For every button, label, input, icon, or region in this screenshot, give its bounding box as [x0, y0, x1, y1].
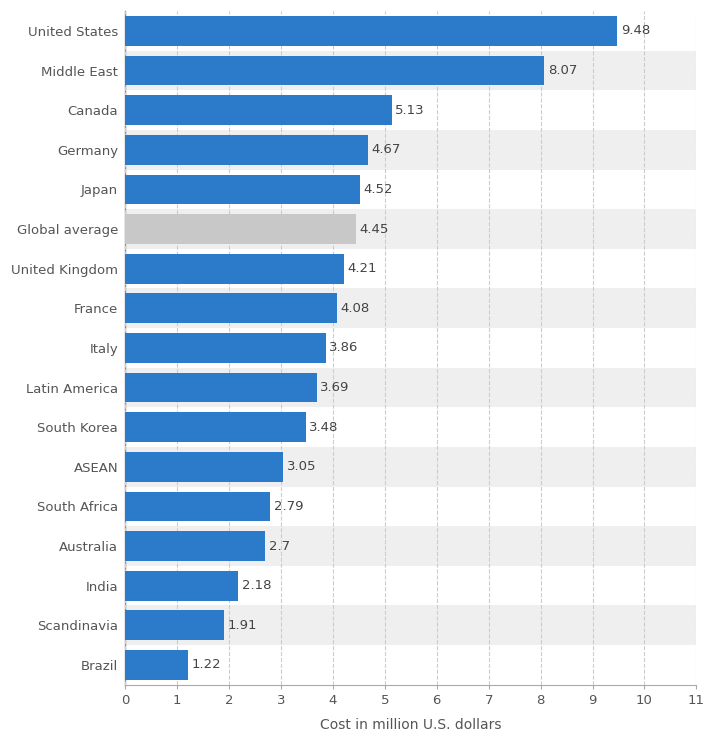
Bar: [125, 333, 326, 363]
X-axis label: Cost in million U.S. dollars: Cost in million U.S. dollars: [320, 718, 501, 732]
Bar: [125, 175, 360, 204]
Bar: [125, 611, 224, 640]
Text: 4.21: 4.21: [347, 262, 377, 275]
Text: 9.48: 9.48: [621, 25, 650, 37]
Bar: [125, 571, 238, 600]
Text: 8.07: 8.07: [548, 64, 577, 77]
Bar: [125, 368, 697, 407]
Text: 4.45: 4.45: [360, 223, 390, 236]
Bar: [125, 288, 697, 328]
Text: 2.79: 2.79: [274, 500, 303, 513]
Bar: [125, 492, 270, 522]
Text: 3.48: 3.48: [309, 421, 339, 434]
Bar: [125, 11, 697, 51]
Bar: [125, 526, 697, 566]
Bar: [125, 169, 697, 210]
Bar: [125, 91, 697, 130]
Bar: [125, 487, 697, 526]
Bar: [125, 566, 697, 606]
Text: 4.67: 4.67: [372, 143, 401, 156]
Bar: [125, 135, 367, 165]
Bar: [125, 531, 266, 561]
Bar: [125, 214, 356, 244]
Text: 1.91: 1.91: [228, 619, 257, 632]
Text: 2.18: 2.18: [242, 580, 271, 592]
Bar: [125, 447, 697, 487]
Bar: [125, 249, 697, 288]
Bar: [125, 328, 697, 368]
Text: 3.69: 3.69: [320, 381, 349, 394]
Bar: [125, 95, 392, 125]
Text: 4.08: 4.08: [341, 302, 370, 315]
Bar: [125, 650, 188, 680]
Bar: [125, 210, 697, 249]
Bar: [125, 130, 697, 169]
Bar: [125, 16, 617, 46]
Text: 3.05: 3.05: [287, 461, 316, 473]
Bar: [125, 412, 306, 442]
Text: 2.7: 2.7: [269, 539, 290, 553]
Bar: [125, 373, 316, 403]
Bar: [125, 452, 284, 481]
Bar: [125, 407, 697, 447]
Bar: [125, 254, 344, 284]
Bar: [125, 51, 697, 91]
Bar: [125, 56, 544, 85]
Text: 1.22: 1.22: [192, 658, 222, 672]
Text: 5.13: 5.13: [395, 104, 425, 117]
Bar: [125, 645, 697, 685]
Bar: [125, 293, 337, 323]
Text: 4.52: 4.52: [364, 183, 393, 196]
Text: 3.86: 3.86: [329, 342, 359, 354]
Bar: [125, 606, 697, 645]
